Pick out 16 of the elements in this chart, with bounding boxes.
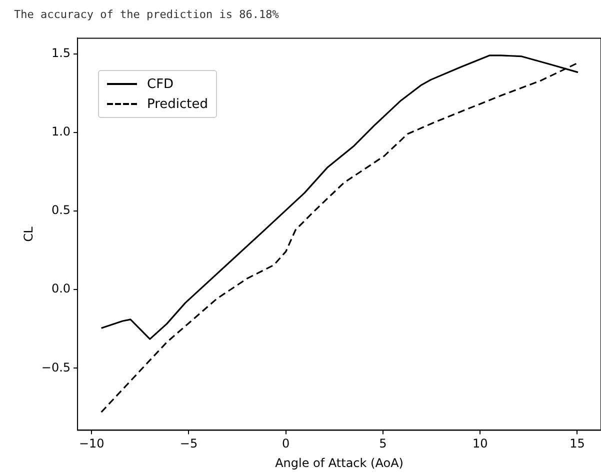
legend-label: Predicted [147,96,208,112]
y-tick-label: 1.5 [51,46,71,60]
x-tick-label: 10 [472,436,488,451]
y-tick-label: 0.0 [51,282,71,296]
x-tick-label: −10 [78,436,104,451]
y-tick-label: 0.5 [51,203,71,218]
x-tick-label: −5 [180,436,198,451]
legend-label: CFD [147,76,174,92]
text: The accuracy of the prediction is 86.18% [14,8,280,21]
y-axis-title: CL [21,226,36,242]
x-axis-title: Angle of Attack (AoA) [275,456,404,470]
x-tick-label: 15 [570,436,585,451]
y-tick-label: 1.0 [51,124,71,139]
x-tick-label: 5 [379,436,387,451]
x-tick-label: 0 [282,436,290,451]
y-tick-label: −0.5 [41,360,71,374]
